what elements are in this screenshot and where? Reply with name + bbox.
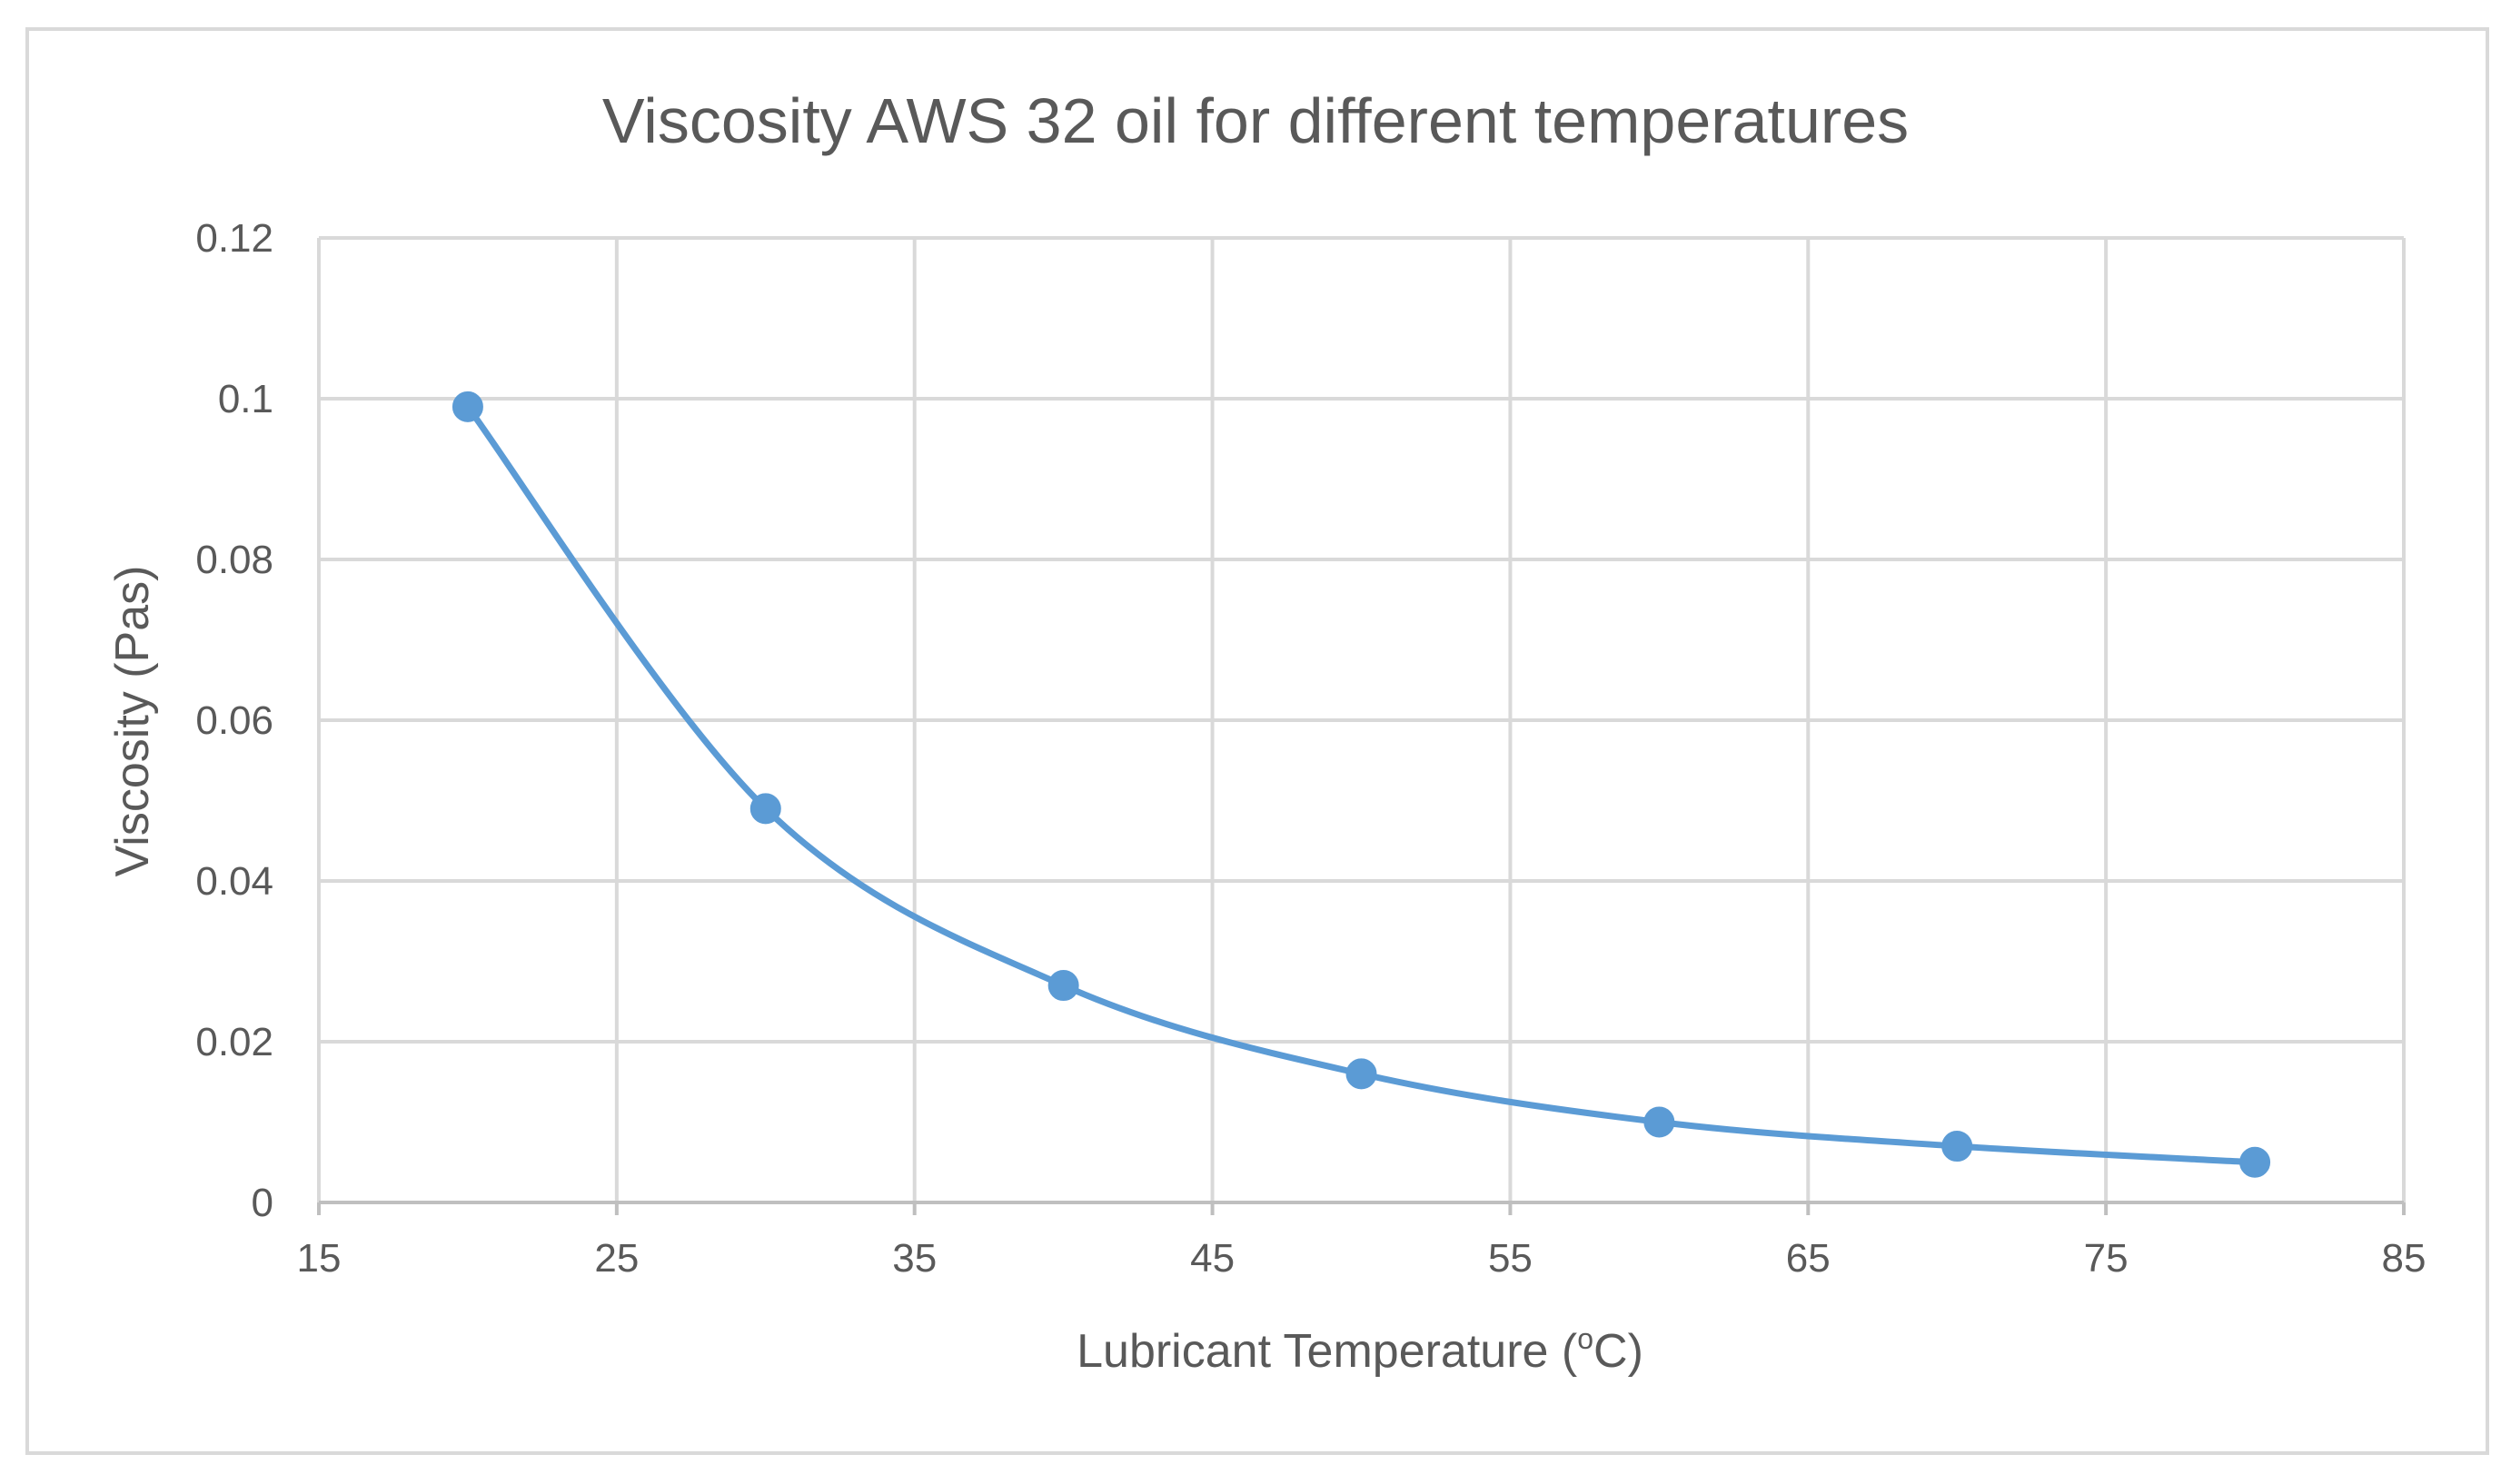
x-tick-label-65: 65	[1786, 1236, 1831, 1281]
data-point-80	[2239, 1146, 2271, 1178]
data-point-50	[1345, 1058, 1377, 1090]
x-axis-title-superscript: o	[1577, 1322, 1593, 1355]
y-tick-label-0.1: 0.1	[218, 377, 273, 421]
x-tick-label-75: 75	[2084, 1236, 2129, 1281]
data-point-60	[1643, 1106, 1675, 1138]
chart-title: Viscosity AWS 32 oil for different tempe…	[602, 85, 1909, 156]
series-layer	[452, 391, 2271, 1178]
y-tick-label-0.06: 0.06	[195, 698, 273, 743]
y-axis-title: Viscosity (Pas)	[106, 566, 159, 877]
x-tick-label-35: 35	[892, 1236, 937, 1281]
data-point-30	[749, 793, 781, 825]
data-point-40	[1047, 970, 1079, 1002]
x-tick-label-45: 45	[1190, 1236, 1235, 1281]
data-point-20	[452, 391, 483, 422]
x-axis-title: Lubricant Temperature (oC)	[1077, 1322, 1643, 1378]
y-tick-label-0.12: 0.12	[195, 216, 273, 261]
y-tick-label-0.04: 0.04	[195, 859, 273, 904]
x-axis-title-tail: C)	[1593, 1325, 1643, 1378]
x-tick-label-55: 55	[1488, 1236, 1533, 1281]
gridlines	[317, 236, 2406, 1202]
y-tick-label-0.02: 0.02	[195, 1020, 273, 1064]
x-tick-label-85: 85	[2382, 1236, 2427, 1281]
x-tick-label-15: 15	[297, 1236, 342, 1281]
chart-frame	[25, 27, 2489, 1455]
axes	[317, 1201, 2406, 1215]
x-axis-title-main: Lubricant Temperature (	[1077, 1325, 1578, 1378]
data-point-70	[1941, 1131, 1973, 1162]
y-tick-label-0.08: 0.08	[195, 538, 273, 582]
x-tick-label-25: 25	[594, 1236, 639, 1281]
series-line-0	[464, 403, 2258, 1166]
labels: Viscosity AWS 32 oil for different tempe…	[106, 85, 2426, 1378]
y-tick-label-0: 0	[252, 1181, 273, 1225]
